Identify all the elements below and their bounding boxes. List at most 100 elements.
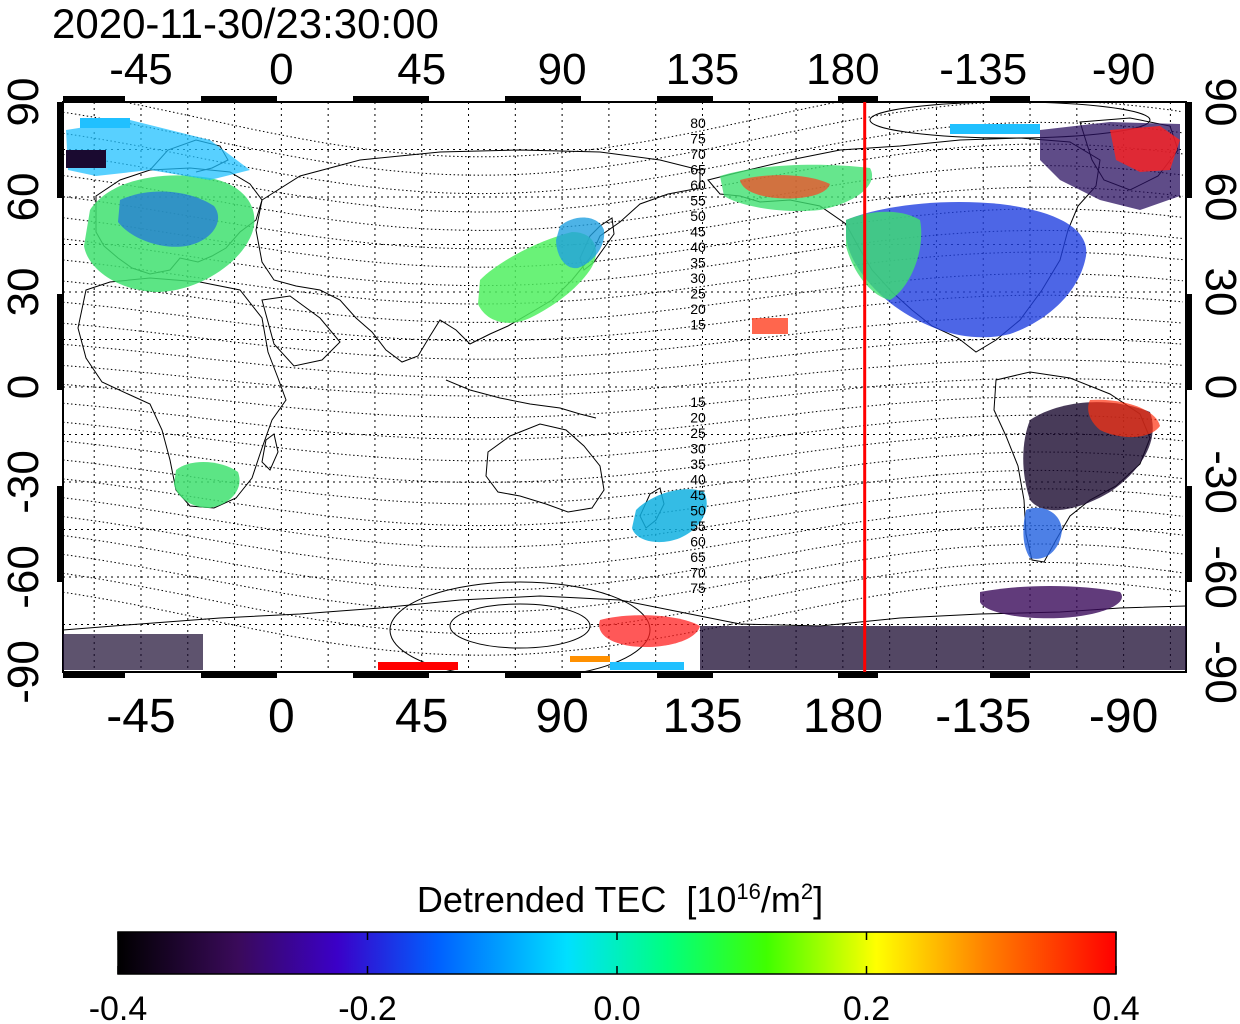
contour-line	[63, 433, 1184, 483]
contour-line	[63, 488, 1184, 548]
graticule-grid	[63, 102, 1186, 672]
contour-label: 55	[690, 518, 706, 534]
lat-tick-left: 30	[0, 268, 48, 317]
contour-label: 25	[690, 425, 706, 441]
contour-label: 45	[690, 487, 706, 503]
tec-band-antarctica-cyan	[610, 662, 684, 670]
lat-tick-left: -90	[0, 640, 48, 704]
contour-label: 70	[690, 565, 706, 581]
tec-patch-arctic-dark	[66, 150, 106, 168]
coastline-arabia	[261, 295, 341, 367]
coastline-asia	[255, 149, 701, 363]
contour-line	[63, 377, 1184, 419]
tec-patch-south-america-red	[1088, 399, 1160, 438]
lon-tick-bottom: -90	[1089, 690, 1158, 743]
contour-label: 50	[690, 208, 706, 224]
lon-tick-bottom: 45	[395, 690, 448, 743]
colorbar-tick-label: -0.2	[338, 990, 397, 1024]
contour-line	[63, 451, 1184, 505]
tec-band-antarctica-red	[378, 662, 458, 670]
tec-patch-arctic-na	[950, 124, 1040, 134]
tec-observations	[63, 118, 1186, 670]
tec-patch-ross-sea	[599, 615, 700, 648]
contour-loop-inner	[449, 603, 591, 649]
contour-label: 65	[690, 162, 706, 178]
lat-tick-right: -90	[1196, 640, 1240, 704]
tec-patch-patagonia	[1023, 507, 1062, 559]
lon-tick-bottom: -135	[935, 690, 1031, 743]
contour-label: 75	[690, 131, 706, 147]
tec-patch-arctic-blue	[80, 118, 130, 128]
contour-label: 15	[690, 317, 706, 333]
contour-label: 60	[690, 177, 706, 193]
tec-patch-antarctic-pen	[980, 586, 1122, 619]
frame-ticks	[57, 96, 1192, 678]
lon-tick-bottom: 0	[268, 690, 295, 743]
contour-line	[63, 229, 1184, 287]
tec-patch-greenland-red	[1110, 126, 1180, 172]
contour-label: 20	[690, 301, 706, 317]
lon-tick-top: -90	[1092, 45, 1156, 94]
lon-tick-bottom: 180	[803, 690, 883, 743]
lon-tick-top: 45	[397, 45, 446, 94]
lat-tick-right: 60	[1196, 173, 1240, 222]
contour-label: 30	[690, 270, 706, 286]
contour-label: 70	[690, 146, 706, 162]
lon-tick-top: 180	[806, 45, 879, 94]
tec-band-antarctica-west	[63, 634, 203, 670]
coastline-south-america	[993, 371, 1151, 563]
contour-line	[63, 337, 1184, 379]
axis-tick-labels: 0 45 90 135 180 -135 -90-450 45 90 135 180 -135 -90-…	[0, 45, 1240, 743]
contour-label: 50	[690, 503, 706, 519]
contour-labels: 8075706560555045403530252015152025303540…	[690, 115, 706, 596]
coastline-indonesia	[445, 379, 597, 419]
tec-patch-arctic-europe	[66, 120, 250, 180]
lon-tick-top: -135	[939, 45, 1027, 94]
lon-tick-top: 90	[538, 45, 587, 94]
contour-line	[63, 143, 1184, 213]
contour-line	[63, 525, 1184, 591]
lat-tick-left: 90	[0, 78, 48, 127]
coastline-australia	[485, 423, 605, 513]
colorbar-ticks: -0.4 -0.2 0.0 0.2 0.4	[89, 932, 1140, 1024]
contour-line	[63, 506, 1184, 570]
coastline-africa	[77, 277, 287, 509]
contour-label: 20	[690, 410, 706, 426]
contour-label: 60	[690, 534, 706, 550]
lon-tick-bottom: 135	[662, 690, 742, 743]
colorbar-tick-label: 0.0	[593, 990, 640, 1024]
colorbar-tick-label: 0.2	[843, 990, 890, 1024]
lat-tick-right: -30	[1196, 450, 1240, 514]
tec-patch-japan	[556, 217, 605, 269]
contour-line	[63, 469, 1184, 527]
contour-label: 65	[690, 549, 706, 565]
tec-patch-europe-core	[118, 191, 219, 247]
contour-line	[63, 273, 1184, 323]
lon-tick-bottom: -45	[106, 690, 175, 743]
tec-band-antarctica-east	[700, 626, 1186, 670]
lon-tick-bottom: 90	[535, 690, 588, 743]
tec-patch-nz	[632, 489, 707, 543]
contour-line	[63, 396, 1184, 440]
contour-label: 25	[690, 286, 706, 302]
contour-line	[63, 251, 1184, 305]
contour-label: 75	[690, 580, 706, 596]
contour-label: 40	[690, 472, 706, 488]
contour-label: 80	[690, 115, 706, 131]
contour-line	[63, 543, 1184, 613]
lon-tick-top: -45	[109, 45, 173, 94]
lat-tick-right: 30	[1196, 268, 1240, 317]
colorbar: -0.4 -0.2 0.0 0.2 0.4	[89, 931, 1140, 1024]
contour-label: 55	[690, 193, 706, 209]
contour-label: 35	[690, 456, 706, 472]
lat-tick-right: 90	[1196, 78, 1240, 127]
contour-label: 45	[690, 224, 706, 240]
lon-tick-top: 135	[666, 45, 739, 94]
coastline-madagascar	[261, 433, 279, 471]
contour-label: 30	[690, 441, 706, 457]
contour-line	[63, 359, 1184, 397]
tec-band-antarctica-orange	[570, 656, 610, 662]
tec-patch-africa-south	[174, 461, 240, 508]
